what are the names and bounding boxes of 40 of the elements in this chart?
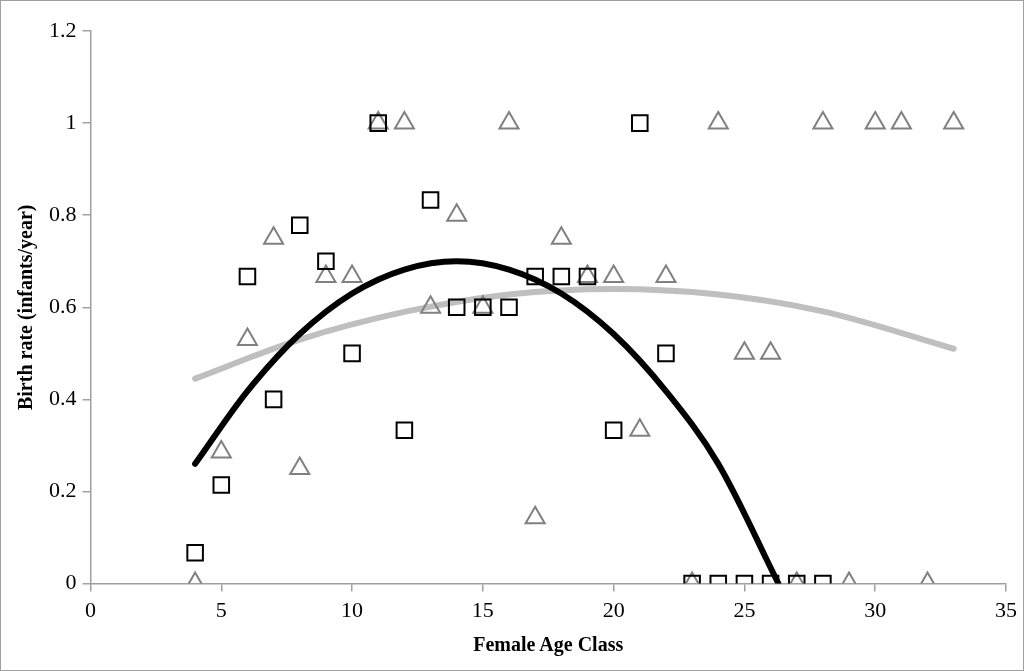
x-tick-label: 15 [471, 596, 494, 622]
point [707, 111, 729, 130]
x-tick-label: 0 [85, 596, 96, 622]
point [341, 264, 363, 283]
point [864, 111, 886, 130]
point [315, 264, 337, 283]
point [629, 418, 651, 437]
x-tick-label: 10 [341, 596, 364, 622]
point [289, 456, 311, 475]
x-tick-label: 20 [602, 596, 625, 622]
point [655, 264, 677, 283]
x-tick-label: 35 [995, 596, 1017, 622]
point [263, 226, 285, 245]
point [524, 505, 546, 525]
point [420, 295, 442, 314]
y-tick-label: 0 [65, 569, 77, 595]
y-tick-label: 0.4 [49, 385, 77, 411]
point [733, 341, 755, 360]
point [812, 111, 834, 130]
point [236, 327, 258, 347]
point [210, 439, 232, 459]
y-tick-label: 0.8 [49, 200, 77, 226]
y-axis-title: Birth rate (infants/year) [14, 204, 38, 411]
x-axis-title: Female Age Class [473, 633, 624, 657]
point [760, 341, 782, 360]
point [943, 111, 965, 130]
x-tick-label: 30 [864, 596, 887, 622]
y-tick-label: 0.6 [49, 293, 77, 319]
point [446, 203, 468, 222]
point [498, 111, 520, 130]
x-tick-label: 5 [215, 596, 227, 622]
point [393, 111, 415, 130]
y-tick-label: 1 [65, 108, 77, 134]
y-tick-label: 0.2 [49, 477, 77, 503]
point [603, 264, 625, 283]
point [631, 114, 649, 132]
x-tick-label: 25 [733, 596, 756, 622]
point [550, 226, 572, 245]
point [890, 111, 912, 130]
y-tick-label: 1.2 [49, 16, 77, 42]
